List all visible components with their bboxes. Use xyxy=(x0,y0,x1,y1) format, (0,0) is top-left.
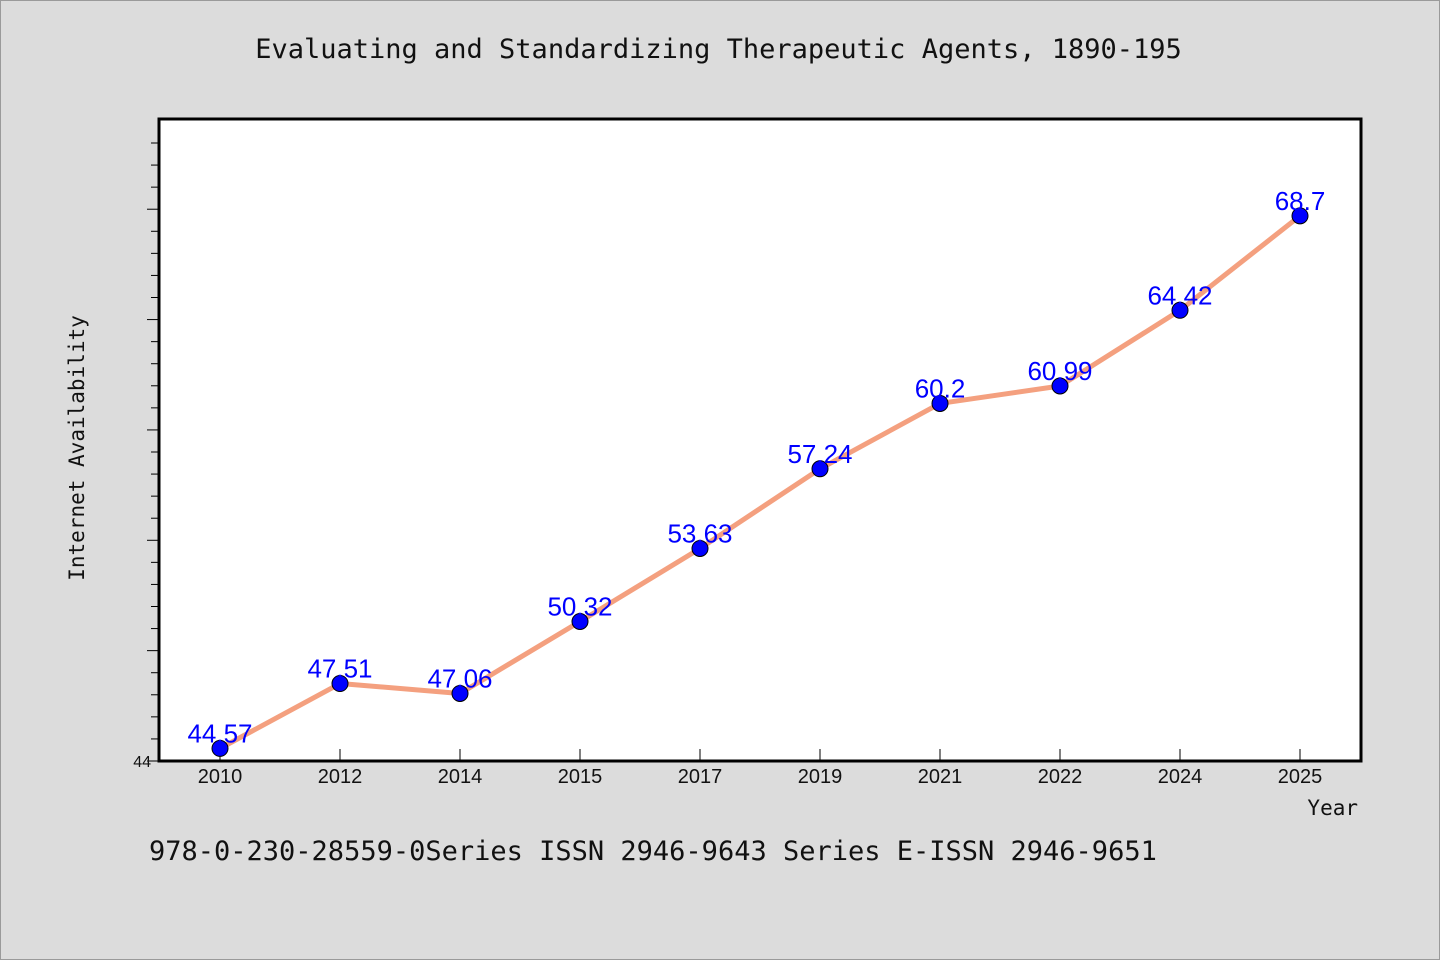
data-point xyxy=(691,539,709,557)
data-point xyxy=(571,613,589,631)
x-tick-label: 2019 xyxy=(798,766,843,788)
data-point xyxy=(1171,301,1189,319)
data-label: 60.99 xyxy=(1027,356,1092,386)
data-label: 60.2 xyxy=(915,373,966,403)
x-tick-label: 2010 xyxy=(198,766,243,788)
x-tick-label: 2024 xyxy=(1158,766,1203,788)
data-label: 47.51 xyxy=(307,654,372,684)
data-point xyxy=(811,460,829,478)
x-axis-label: Year xyxy=(1307,796,1358,820)
data-point xyxy=(331,675,349,693)
x-tick-label: 2017 xyxy=(678,766,723,788)
y-tick-label: 44 xyxy=(133,754,151,771)
data-point xyxy=(451,684,469,702)
isbn-caption: 978-0-230-28559-0Series ISSN 2946-9643 S… xyxy=(149,836,1157,867)
data-labels: 44.57 47.51 47.06 50.32 53.63 57.24 60.2 60.99 6… xyxy=(187,186,1325,749)
data-point xyxy=(1291,207,1309,225)
data-label: 68.7 xyxy=(1275,186,1326,216)
series-layer xyxy=(211,207,1309,757)
data-label: 53.63 xyxy=(667,518,732,548)
data-label: 57.24 xyxy=(787,439,852,469)
data-label: 64.42 xyxy=(1147,280,1212,310)
data-point xyxy=(1051,377,1069,395)
y-axis-ticks: 44 xyxy=(133,142,159,771)
x-tick-label: 2015 xyxy=(558,766,603,788)
x-tick-label: 2025 xyxy=(1278,766,1323,788)
data-label: 47.06 xyxy=(427,663,492,693)
plot-area xyxy=(159,119,1361,761)
series-line xyxy=(217,213,1303,751)
x-tick-label: 2014 xyxy=(438,766,483,788)
x-tick-label: 2012 xyxy=(318,766,363,788)
plot-border xyxy=(157,117,1363,763)
x-axis-ticks: 2010 2012 2014 2015 2017 2019 2021 2022 2024 2025 xyxy=(198,749,1323,788)
data-label: 50.32 xyxy=(547,592,612,622)
chart-title: Evaluating and Standardizing Therapeutic… xyxy=(255,34,1182,65)
x-tick-label: 2022 xyxy=(1038,766,1083,788)
x-tick-label: 2021 xyxy=(918,766,963,788)
data-point xyxy=(211,739,229,757)
data-label: 44.57 xyxy=(187,718,252,748)
data-point xyxy=(931,394,949,412)
